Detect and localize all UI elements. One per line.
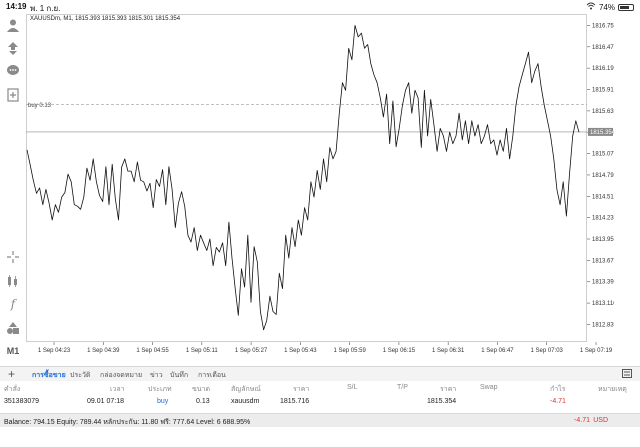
y-tick-label: 1813.110 — [592, 301, 614, 307]
status-time: 14:19 — [6, 2, 27, 11]
y-tick-label: 1812.830 — [592, 322, 614, 328]
battery-percent: 74% — [598, 2, 615, 12]
indicators-icon[interactable] — [3, 272, 23, 290]
order-volume: 0.13 — [196, 398, 210, 405]
order-profit: -4.71 — [550, 398, 566, 405]
col-volume: ขนาด — [192, 386, 211, 393]
y-tick-label: 1815.910 — [592, 88, 614, 94]
timeframe-button[interactable]: M1 — [6, 346, 20, 356]
col-swap: Swap — [480, 384, 498, 391]
terminal-tab-bar: + การซื้อขาย ประวัติ กล่องจดหมาย ข่าว บั… — [0, 366, 640, 381]
current-price-label: 1815.354 — [590, 130, 614, 136]
tab-trade[interactable]: การซื้อขาย — [32, 372, 66, 379]
chat-icon[interactable] — [3, 62, 23, 80]
tab-history[interactable]: ประวัติ — [70, 372, 91, 379]
order-symbol: xauusdm — [231, 398, 260, 405]
y-tick-label: 1813.670 — [592, 258, 614, 264]
y-tick-label: 1816.190 — [592, 66, 614, 72]
order-open-price: 1815.716 — [280, 398, 310, 405]
total-profit: -4.71 — [574, 417, 590, 424]
col-comment: หมายเหตุ — [598, 386, 627, 393]
y-tick-label: 1814.230 — [592, 216, 614, 222]
status-bar: 14:19 พ. 1 ก.ย. 74% — [0, 0, 640, 14]
y-tick-label: 1813.390 — [592, 280, 614, 286]
order-current-price: 1815.354 — [427, 398, 457, 405]
order-type: buy — [157, 398, 169, 405]
x-tick-label: 1 Sep 05:59 — [333, 348, 366, 354]
table-row[interactable]: 351383079 09.01 07:18 buy 0.13 xauusdm 1… — [0, 395, 640, 411]
x-tick-label: 1 Sep 07:19 — [580, 348, 613, 354]
col-time: เวลา — [110, 386, 125, 393]
x-tick-label: 1 Sep 05:27 — [235, 348, 268, 354]
new-order-icon[interactable] — [3, 86, 23, 104]
col-tp: T/P — [397, 384, 408, 391]
order-line-label: buy 0.13 — [28, 103, 52, 109]
battery-icon — [618, 3, 634, 11]
x-tick-label: 1 Sep 07:03 — [531, 348, 564, 354]
balance-summary: Balance: 794.15 Equity: 789.44 หลักประกั… — [4, 419, 251, 426]
col-sl: S/L — [347, 384, 358, 391]
price-series-line — [26, 24, 580, 331]
chart-canvas[interactable]: 1816.750 1816.470 1816.190 1815.910 1815.630… — [26, 14, 614, 358]
chart-symbol-info: XAUUSDm, M1, 1815.393 1815.393 1815.301 … — [30, 16, 181, 22]
tab-alerts[interactable]: การเตือน — [198, 372, 226, 379]
price-chart[interactable]: 1816.750 1816.470 1816.190 1815.910 1815.630… — [26, 14, 614, 358]
tab-news[interactable]: ข่าว — [150, 372, 163, 379]
x-tick-label: 1 Sep 04:55 — [136, 348, 169, 354]
x-tick-label: 1 Sep 06:31 — [432, 348, 465, 354]
add-icon[interactable]: + — [8, 367, 16, 381]
y-tick-label: 1815.630 — [592, 109, 614, 115]
x-tick-label: 1 Sep 04:23 — [38, 348, 71, 354]
order-id: 351383079 — [4, 398, 40, 405]
col-order: คำสั่ง — [4, 386, 21, 393]
col-symbol: สัญลักษณ์ — [231, 386, 261, 393]
wifi-icon — [586, 2, 596, 12]
col-price-current: ราคา — [440, 386, 457, 393]
y-tick-label: 1816.750 — [592, 23, 614, 29]
y-tick-label: 1813.950 — [592, 237, 614, 243]
trade-arrows-icon[interactable] — [3, 39, 23, 57]
y-tick-label: 1814.790 — [592, 173, 614, 179]
battery-fill — [620, 5, 629, 9]
x-tick-label: 1 Sep 04:39 — [87, 348, 120, 354]
account-currency: USD — [593, 417, 608, 424]
plot-frame — [26, 14, 587, 342]
current-price-box — [588, 127, 613, 136]
account-icon[interactable] — [3, 16, 23, 34]
status-indicators: 74% — [586, 2, 634, 12]
x-tick-label: 1 Sep 05:43 — [284, 348, 317, 354]
tab-mailbox[interactable]: กล่องจดหมาย — [100, 372, 143, 379]
settings-icon[interactable] — [622, 369, 632, 378]
objects-icon[interactable] — [3, 319, 23, 337]
y-tick-label: 1815.070 — [592, 152, 614, 158]
col-price: ราคา — [293, 386, 310, 393]
col-type: ประเภท — [148, 386, 172, 393]
x-tick-label: 1 Sep 06:15 — [383, 348, 416, 354]
x-tick-label: 1 Sep 05:11 — [186, 348, 219, 354]
col-profit: กำไร — [550, 386, 566, 393]
tab-journal[interactable]: บันทึก — [170, 372, 189, 379]
status-date: พ. 1 ก.ย. — [30, 4, 61, 13]
y-tick-label: 1814.510 — [592, 194, 614, 200]
crosshair-icon[interactable] — [3, 248, 23, 266]
function-icon[interactable]: f — [10, 297, 16, 311]
y-tick-label: 1816.470 — [592, 45, 614, 51]
order-time: 09.01 07:18 — [87, 398, 124, 405]
balance-bar: Balance: 794.15 Equity: 789.44 หลักประกั… — [0, 413, 640, 427]
orders-table-header: คำสั่ง เวลา ประเภท ขนาด สัญลักษณ์ ราคา S… — [0, 381, 640, 395]
left-toolbar: f M1 — [0, 14, 26, 366]
x-tick-label: 1 Sep 06:47 — [481, 348, 514, 354]
